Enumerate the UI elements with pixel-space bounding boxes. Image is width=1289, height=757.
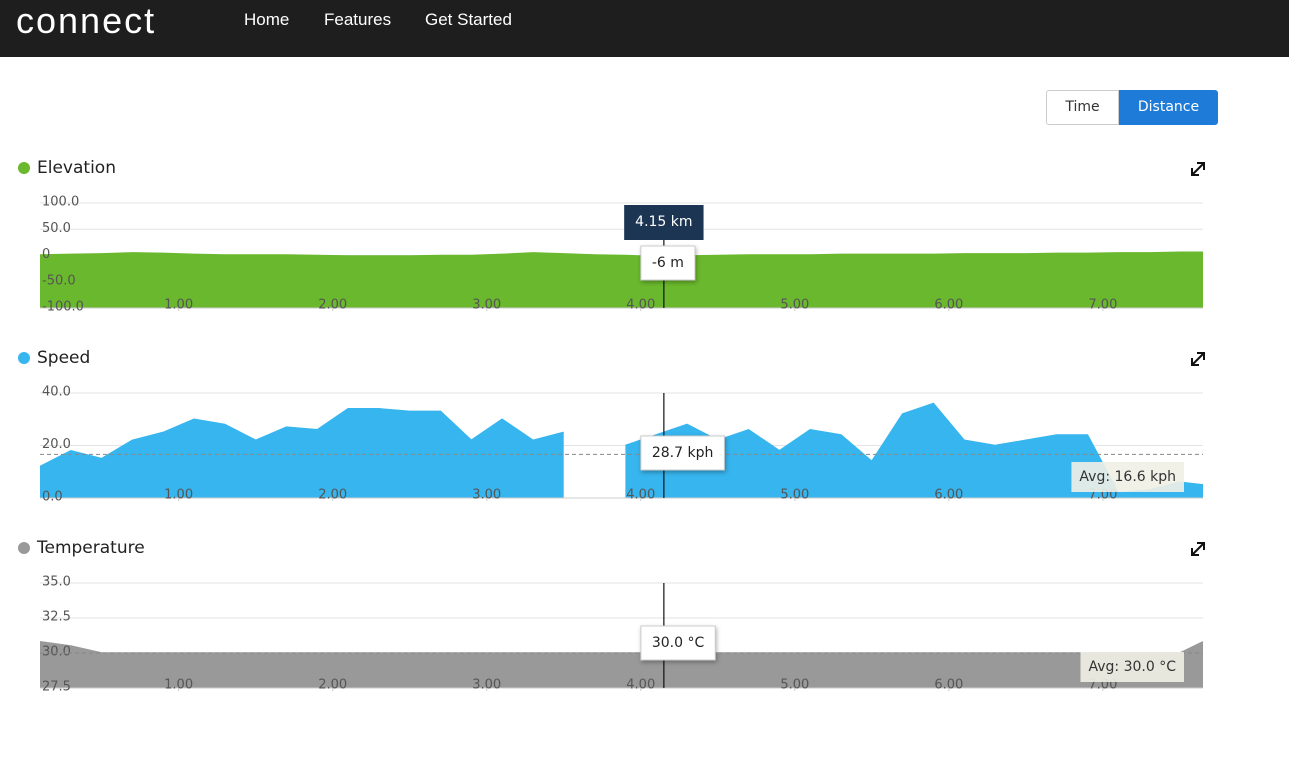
x-tick-label: 3.00 (472, 488, 501, 503)
expand-icon[interactable] (1191, 542, 1205, 556)
x-tick-label: 1.00 (164, 298, 193, 313)
cursor-x-label: 4.15 km (624, 205, 704, 240)
x-tick-label: 4.00 (626, 298, 655, 313)
x-tick-label: 6.00 (934, 488, 963, 503)
x-tick-label: 3.00 (472, 298, 501, 313)
avg-label-bg (1071, 462, 1184, 492)
area-fill (40, 252, 1203, 308)
x-tick-label: 2.00 (318, 678, 347, 693)
cursor-x-label-bg (624, 205, 704, 240)
x-tick-label: 5.00 (780, 298, 809, 313)
y-tick-label: 20.0 (42, 437, 71, 452)
avg-label-box: Avg: 30.0 °C (1080, 652, 1184, 682)
y-tick-label: 50.0 (42, 221, 71, 236)
cursor-tooltip-bg (640, 245, 696, 281)
chart-title: Elevation (37, 158, 116, 178)
avg-label: Avg: 16.6 kph (1079, 469, 1176, 485)
y-tick-label: 27.5 (42, 680, 71, 695)
nav-link[interactable]: Home (244, 10, 290, 29)
cursor-tooltip-text: -6 m (652, 255, 684, 271)
expand-icon[interactable] (1191, 352, 1205, 366)
x-tick-label: 7.00 (1088, 298, 1117, 313)
area-fill (40, 403, 1203, 498)
cursor-tooltip-bg (640, 625, 716, 661)
cursor-tooltip-bg (640, 435, 725, 471)
logo[interactable]: connect (16, 0, 157, 41)
y-tick-label: 35.0 (42, 575, 71, 590)
cursor-x-label-text: 4.15 km (635, 214, 692, 230)
area-fill (40, 641, 1203, 688)
x-tick-label: 5.00 (780, 488, 809, 503)
legend-dot (18, 542, 30, 554)
cursor-tooltip: 28.7 kph (640, 435, 725, 471)
nav-link[interactable]: Get Started (425, 10, 512, 29)
toggle-button[interactable]: Time (1046, 90, 1119, 125)
x-tick-label: 3.00 (472, 678, 501, 693)
cursor-tooltip: 30.0 °C (640, 625, 716, 661)
x-tick-label: 5.00 (780, 678, 809, 693)
y-tick-label: 0.0 (42, 490, 63, 505)
expand-icon[interactable] (1191, 162, 1205, 176)
y-tick-label: 30.0 (42, 645, 71, 660)
toggle-button[interactable]: Distance (1119, 90, 1218, 125)
area-line (39, 251, 1203, 258)
avg-label-box: Avg: 16.6 kph (1071, 462, 1184, 492)
toggle-group: Time Distance (1046, 90, 1218, 125)
avg-label: Avg: 30.0 °C (1089, 659, 1177, 675)
x-tick-label: 1.00 (164, 678, 193, 693)
x-tick-label: 4.00 (626, 678, 655, 693)
y-tick-label: -50.0 (42, 273, 76, 288)
x-tick-label: 4.00 (626, 488, 655, 503)
y-tick-label: 32.5 (42, 610, 71, 625)
legend-dot (18, 162, 30, 174)
avg-label-bg (1080, 652, 1184, 682)
chart-title: Speed (37, 348, 90, 368)
y-tick-label: 40.0 (42, 385, 71, 400)
cursor-tooltip-text: 30.0 °C (652, 635, 705, 651)
y-tick-label: 0 (42, 247, 50, 262)
x-tick-label: 2.00 (318, 488, 347, 503)
y-tick-label: -100.0 (42, 300, 84, 315)
x-tick-label: 2.00 (318, 298, 347, 313)
chart-title: Temperature (36, 538, 145, 558)
x-tick-label: 6.00 (934, 678, 963, 693)
legend-dot (18, 352, 30, 364)
area-line (39, 641, 1204, 654)
x-tick-label: 1.00 (164, 488, 193, 503)
x-tick-label: 6.00 (934, 298, 963, 313)
nav-link[interactable]: Features (324, 10, 392, 29)
y-tick-label: 100.0 (42, 195, 79, 210)
cursor-tooltip-text: 28.7 kph (652, 445, 714, 461)
cursor-tooltip: -6 m (640, 245, 696, 281)
nav-bar: connect Home Features Get Started (0, 0, 1289, 57)
